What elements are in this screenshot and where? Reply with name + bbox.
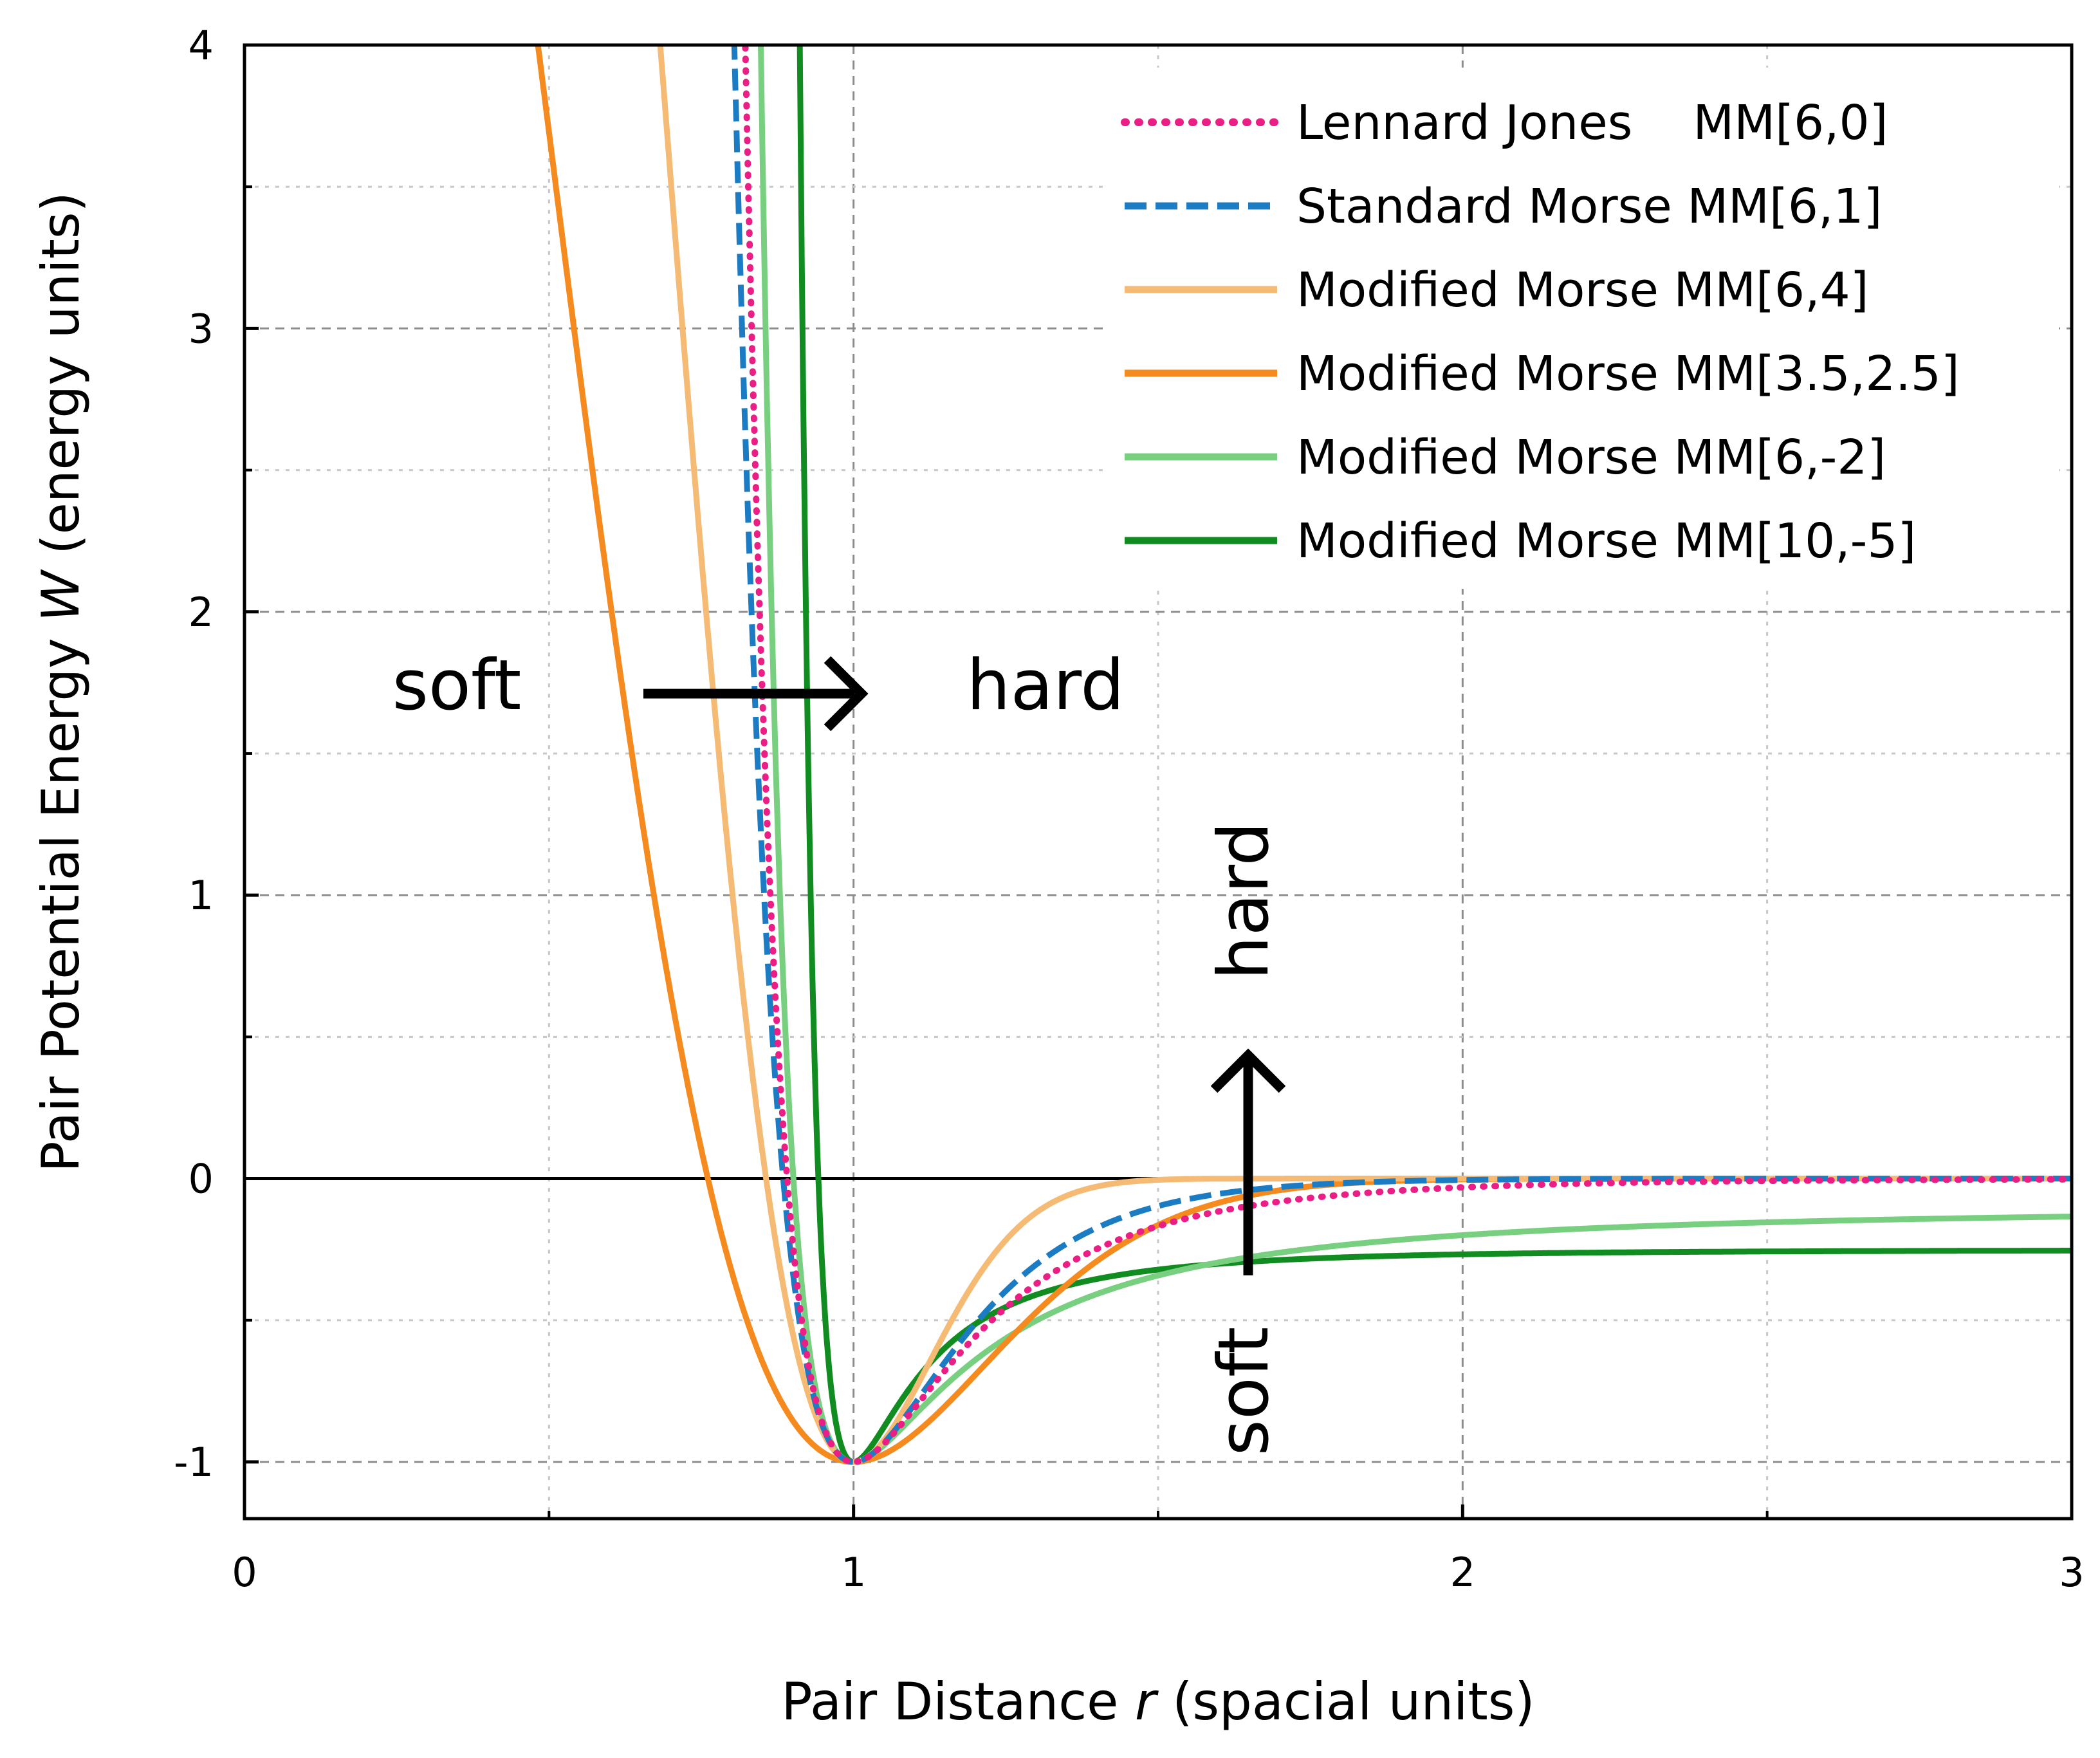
axis-ticks: 0 1 2 3 -1 0 1 2 3 4: [174, 22, 2085, 1596]
y-tick-label: -1: [174, 1439, 214, 1486]
legend: Lennard Jones MM[6,0] Standard Morse MM[6…: [1107, 68, 2059, 589]
legend-label: Modified Morse MM[10,-5]: [1296, 514, 1916, 569]
legend-label: Standard Morse MM[6,1]: [1296, 179, 1882, 234]
arrow-up: [1210, 1048, 1286, 1275]
legend-label: Modified Morse MM[3.5,2.5]: [1296, 346, 1960, 402]
annotation-soft-vertical: soft: [1204, 1327, 1284, 1456]
x-tick-label: 2: [1450, 1549, 1475, 1596]
series-group: [535, 45, 2072, 1465]
y-tick-label: 0: [189, 1156, 214, 1203]
annotation-hard-horizontal: hard: [966, 645, 1125, 726]
legend-background: [1107, 68, 2059, 589]
legend-label: Lennard Jones MM[6,0]: [1296, 95, 1888, 151]
y-tick-label: 4: [189, 22, 214, 69]
arrow-right: [643, 656, 869, 732]
legend-label: Modified Morse MM[6,-2]: [1296, 430, 1886, 485]
x-tick-label: 0: [232, 1549, 257, 1596]
annotation-soft-horizontal: soft: [392, 645, 522, 726]
series-line: [731, 45, 2072, 1465]
legend-label: Modified Morse MM[6,4]: [1296, 263, 1869, 318]
x-axis-title: Pair Distance r (spacial units): [781, 1672, 1534, 1732]
y-axis-title: Pair Potential Energy W (energy units): [31, 192, 91, 1172]
x-tick-label: 3: [2059, 1549, 2084, 1596]
y-tick-label: 1: [189, 872, 214, 919]
x-tick-label: 1: [841, 1549, 866, 1596]
annotations: soft hard hard soft: [392, 645, 1286, 1456]
y-tick-label: 3: [189, 305, 214, 352]
y-tick-label: 2: [189, 589, 214, 636]
annotation-hard-vertical: hard: [1204, 822, 1284, 980]
series-line: [758, 45, 2072, 1465]
